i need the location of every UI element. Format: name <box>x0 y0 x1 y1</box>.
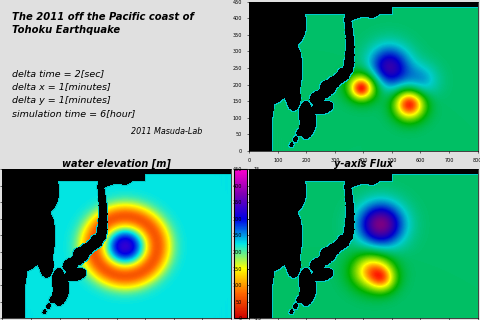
Text: The 2011 off the Pacific coast of
Tohoku Earthquake: The 2011 off the Pacific coast of Tohoku… <box>12 12 193 35</box>
Title: water elevation [m]: water elevation [m] <box>62 159 171 169</box>
Title: x-axis Flux: x-axis Flux <box>334 0 393 2</box>
Text: delta time = 2[sec]
delta x = 1[minutes]
delta y = 1[minutes]
simulation time = : delta time = 2[sec] delta x = 1[minutes]… <box>12 69 135 118</box>
Text: 2011 Masuda-Lab: 2011 Masuda-Lab <box>131 127 203 136</box>
Title: y-axis Flux: y-axis Flux <box>334 159 393 169</box>
